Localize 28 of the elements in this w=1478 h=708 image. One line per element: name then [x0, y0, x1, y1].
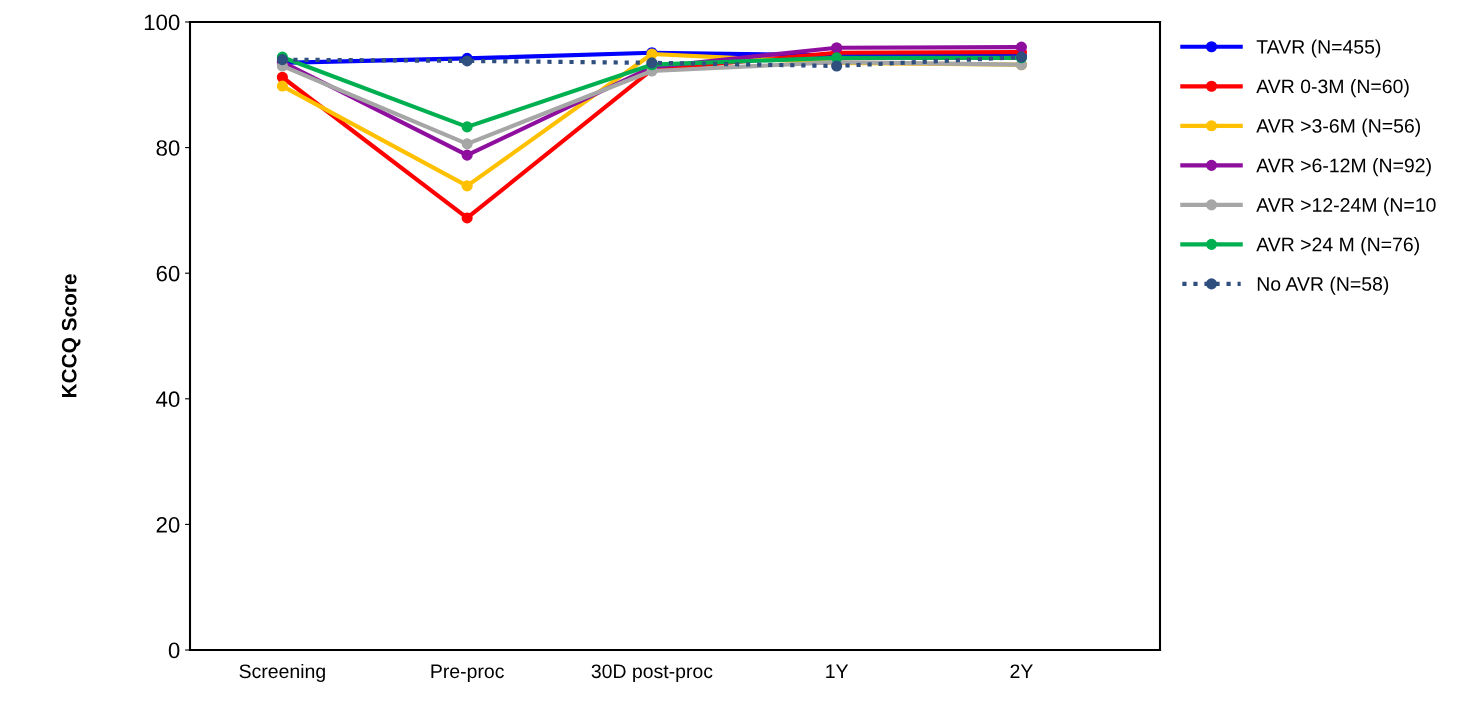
legend-label: AVR >3-6M (N=56)	[1256, 118, 1421, 137]
point	[1015, 41, 1027, 53]
point	[461, 212, 473, 224]
legend-label: AVR >6-12M (N=92)	[1256, 158, 1431, 177]
legend-label: TAVR (N=455)	[1256, 39, 1381, 58]
legend-label: AVR 0-3M (N=60)	[1256, 79, 1409, 98]
x-tick-label: 30D post-proc	[591, 664, 713, 683]
y-tick-label: 100	[144, 14, 180, 31]
y-tick-label: 0	[168, 642, 180, 659]
point	[461, 149, 473, 161]
x-tick-label: 1Y	[826, 664, 849, 678]
y-tick-label: 20	[156, 516, 180, 533]
point	[276, 80, 288, 92]
y-tick-label: 60	[156, 265, 180, 282]
point	[461, 180, 473, 192]
y-axis-title: KCCQ Score	[61, 274, 81, 398]
y-tick-label: 80	[156, 140, 180, 156]
y-tick-label: 40	[156, 391, 180, 408]
x-tick-label: 2Y	[1010, 664, 1033, 678]
legend-label: AVR >24 M (N=76)	[1256, 237, 1419, 256]
point	[461, 138, 473, 150]
point	[831, 42, 843, 54]
legend-label: No AVR (N=58)	[1257, 276, 1389, 295]
x-tick-label: Pre-proc	[431, 664, 504, 683]
point	[276, 71, 288, 83]
point	[461, 121, 473, 133]
x-tick-label: Screening	[239, 663, 325, 683]
legend-label: AVR >12-24M (N=10	[1256, 197, 1436, 216]
